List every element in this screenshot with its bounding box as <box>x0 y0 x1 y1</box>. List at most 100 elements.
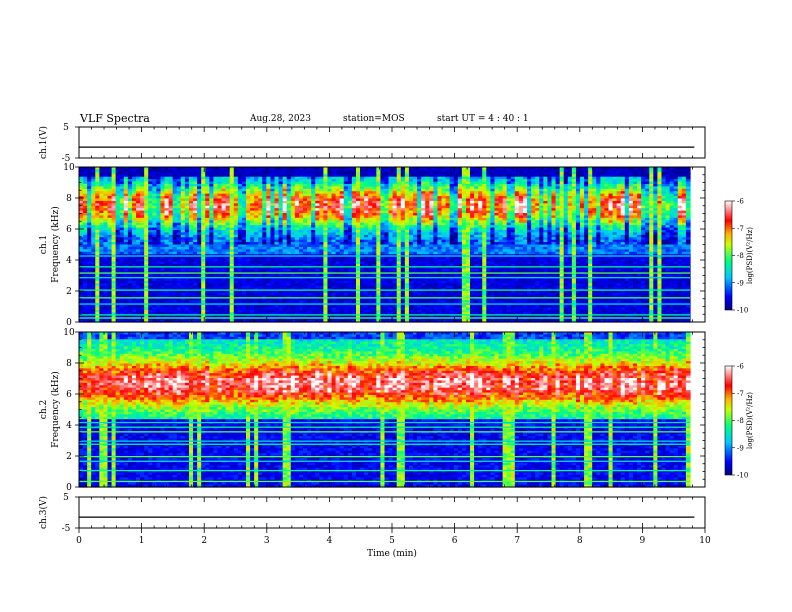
spectrogram-cell <box>152 307 157 311</box>
spectrogram-cell <box>148 203 153 207</box>
spectrogram-cell <box>131 205 137 209</box>
spectrogram-cell <box>123 203 129 207</box>
spectrogram-cell <box>144 259 149 263</box>
spectrogram-cell <box>79 229 84 233</box>
spectrogram-cell <box>127 205 133 209</box>
spectrogram-cell <box>144 273 149 277</box>
spectrogram-cell <box>180 200 186 204</box>
spectrogram-cell <box>95 220 100 224</box>
spectrogram-cell <box>160 205 166 209</box>
spectrogram-cell <box>156 174 162 178</box>
spectrogram-cell <box>164 307 170 311</box>
spectrogram-cell <box>156 210 162 214</box>
spectrogram-cell <box>184 225 190 229</box>
spectrogram-cell <box>136 237 141 241</box>
spectrogram-cell <box>119 213 125 217</box>
spectrogram-cell <box>140 312 145 316</box>
spectrogram-cell <box>127 191 133 195</box>
spectrogram-cell <box>119 234 125 238</box>
spectrogram-cell <box>79 285 84 289</box>
spectrogram-cell <box>119 305 125 309</box>
spectrogram-cell <box>107 183 113 187</box>
spectrogram-cell <box>131 198 137 202</box>
spectrogram-cell <box>83 283 88 287</box>
spectrogram-cell <box>176 280 182 284</box>
spectrogram-cell <box>107 225 113 229</box>
spectrogram-cell <box>99 179 105 183</box>
spectrogram-cell <box>91 210 96 214</box>
spectrogram-cell <box>123 229 129 233</box>
spectrogram-cell <box>123 222 129 226</box>
spectrogram-cell <box>136 266 141 270</box>
spectrogram-cell <box>79 237 84 241</box>
spectrogram-cell <box>164 305 170 309</box>
spectrogram-cell <box>83 188 88 192</box>
spectrogram-cell <box>127 171 133 175</box>
spectrogram-cell <box>127 198 133 202</box>
spectrogram-cell <box>184 242 190 246</box>
spectrogram-cell <box>91 283 96 287</box>
spectrogram-cell <box>115 290 121 294</box>
spectrogram-cell <box>184 234 190 238</box>
spectrogram-cell <box>180 319 186 323</box>
spectrogram-cell <box>107 278 113 282</box>
spectrogram-cell <box>87 249 92 253</box>
spectrogram-cell <box>91 200 96 204</box>
spectrogram-cell <box>136 239 141 243</box>
spectrogram-cell <box>140 169 145 173</box>
spectrogram-cell <box>79 213 84 217</box>
spectrogram-cell <box>176 237 182 241</box>
spectrogram-cell <box>140 222 145 226</box>
spectrogram-cell <box>115 225 121 229</box>
spectrogram-cell <box>164 200 170 204</box>
spectrogram-cell <box>83 239 88 243</box>
spectrogram-cell <box>87 312 92 316</box>
spectrogram-cell <box>176 314 182 318</box>
spectrogram-cell <box>160 251 166 255</box>
spectrogram-cell <box>144 229 149 233</box>
spectrogram-cell <box>168 179 174 183</box>
spectrogram-cell <box>111 244 117 248</box>
spectrogram-cell <box>168 268 174 272</box>
spectrogram-cell <box>83 292 88 296</box>
spectrogram-cell <box>127 188 133 192</box>
spectrogram-cell <box>148 222 153 226</box>
spectrogram-cell <box>148 229 153 233</box>
spectrogram-cell <box>87 317 92 321</box>
spectrogram-cell <box>79 295 84 299</box>
spectrogram-cell <box>87 280 92 284</box>
spectrogram-cell <box>160 229 166 233</box>
spectrogram-cell <box>131 242 137 246</box>
spectrogram-cell <box>103 261 109 265</box>
spectrogram-cell <box>95 317 100 321</box>
spectrogram-cell <box>136 300 141 304</box>
spectrogram-cell <box>156 225 162 229</box>
spectrogram-cell <box>180 305 186 309</box>
spectrogram-cell <box>123 259 129 263</box>
spectrogram-cell <box>127 251 133 255</box>
spectrogram-cell <box>99 297 105 301</box>
spectrogram-cell <box>156 176 162 180</box>
spectrogram-cell <box>164 193 170 197</box>
spectrogram-cell <box>99 193 105 197</box>
spectrogram-cell <box>172 222 178 226</box>
spectrogram-cell <box>164 208 170 212</box>
spectrogram-cell <box>119 217 125 221</box>
spectrogram-cell <box>188 188 194 192</box>
spectrogram-cell <box>180 174 186 178</box>
spectrogram-cell <box>160 186 166 190</box>
spectrogram-cell <box>115 292 121 296</box>
spectrogram-cell <box>148 259 153 263</box>
spectrogram-cell <box>79 242 84 246</box>
spectrogram-cell <box>99 239 105 243</box>
spectrogram-cell <box>95 217 100 221</box>
spectrogram-cell <box>103 205 109 209</box>
spectrogram-cell <box>131 312 137 316</box>
spectrogram-cell <box>115 280 121 284</box>
spectrogram-cell <box>115 210 121 214</box>
spectrogram-cell <box>164 317 170 321</box>
spectrogram-cell <box>79 234 84 238</box>
spectrogram-cell <box>160 213 166 217</box>
spectrogram-cell <box>140 244 145 248</box>
spectrogram-cell <box>131 181 137 185</box>
